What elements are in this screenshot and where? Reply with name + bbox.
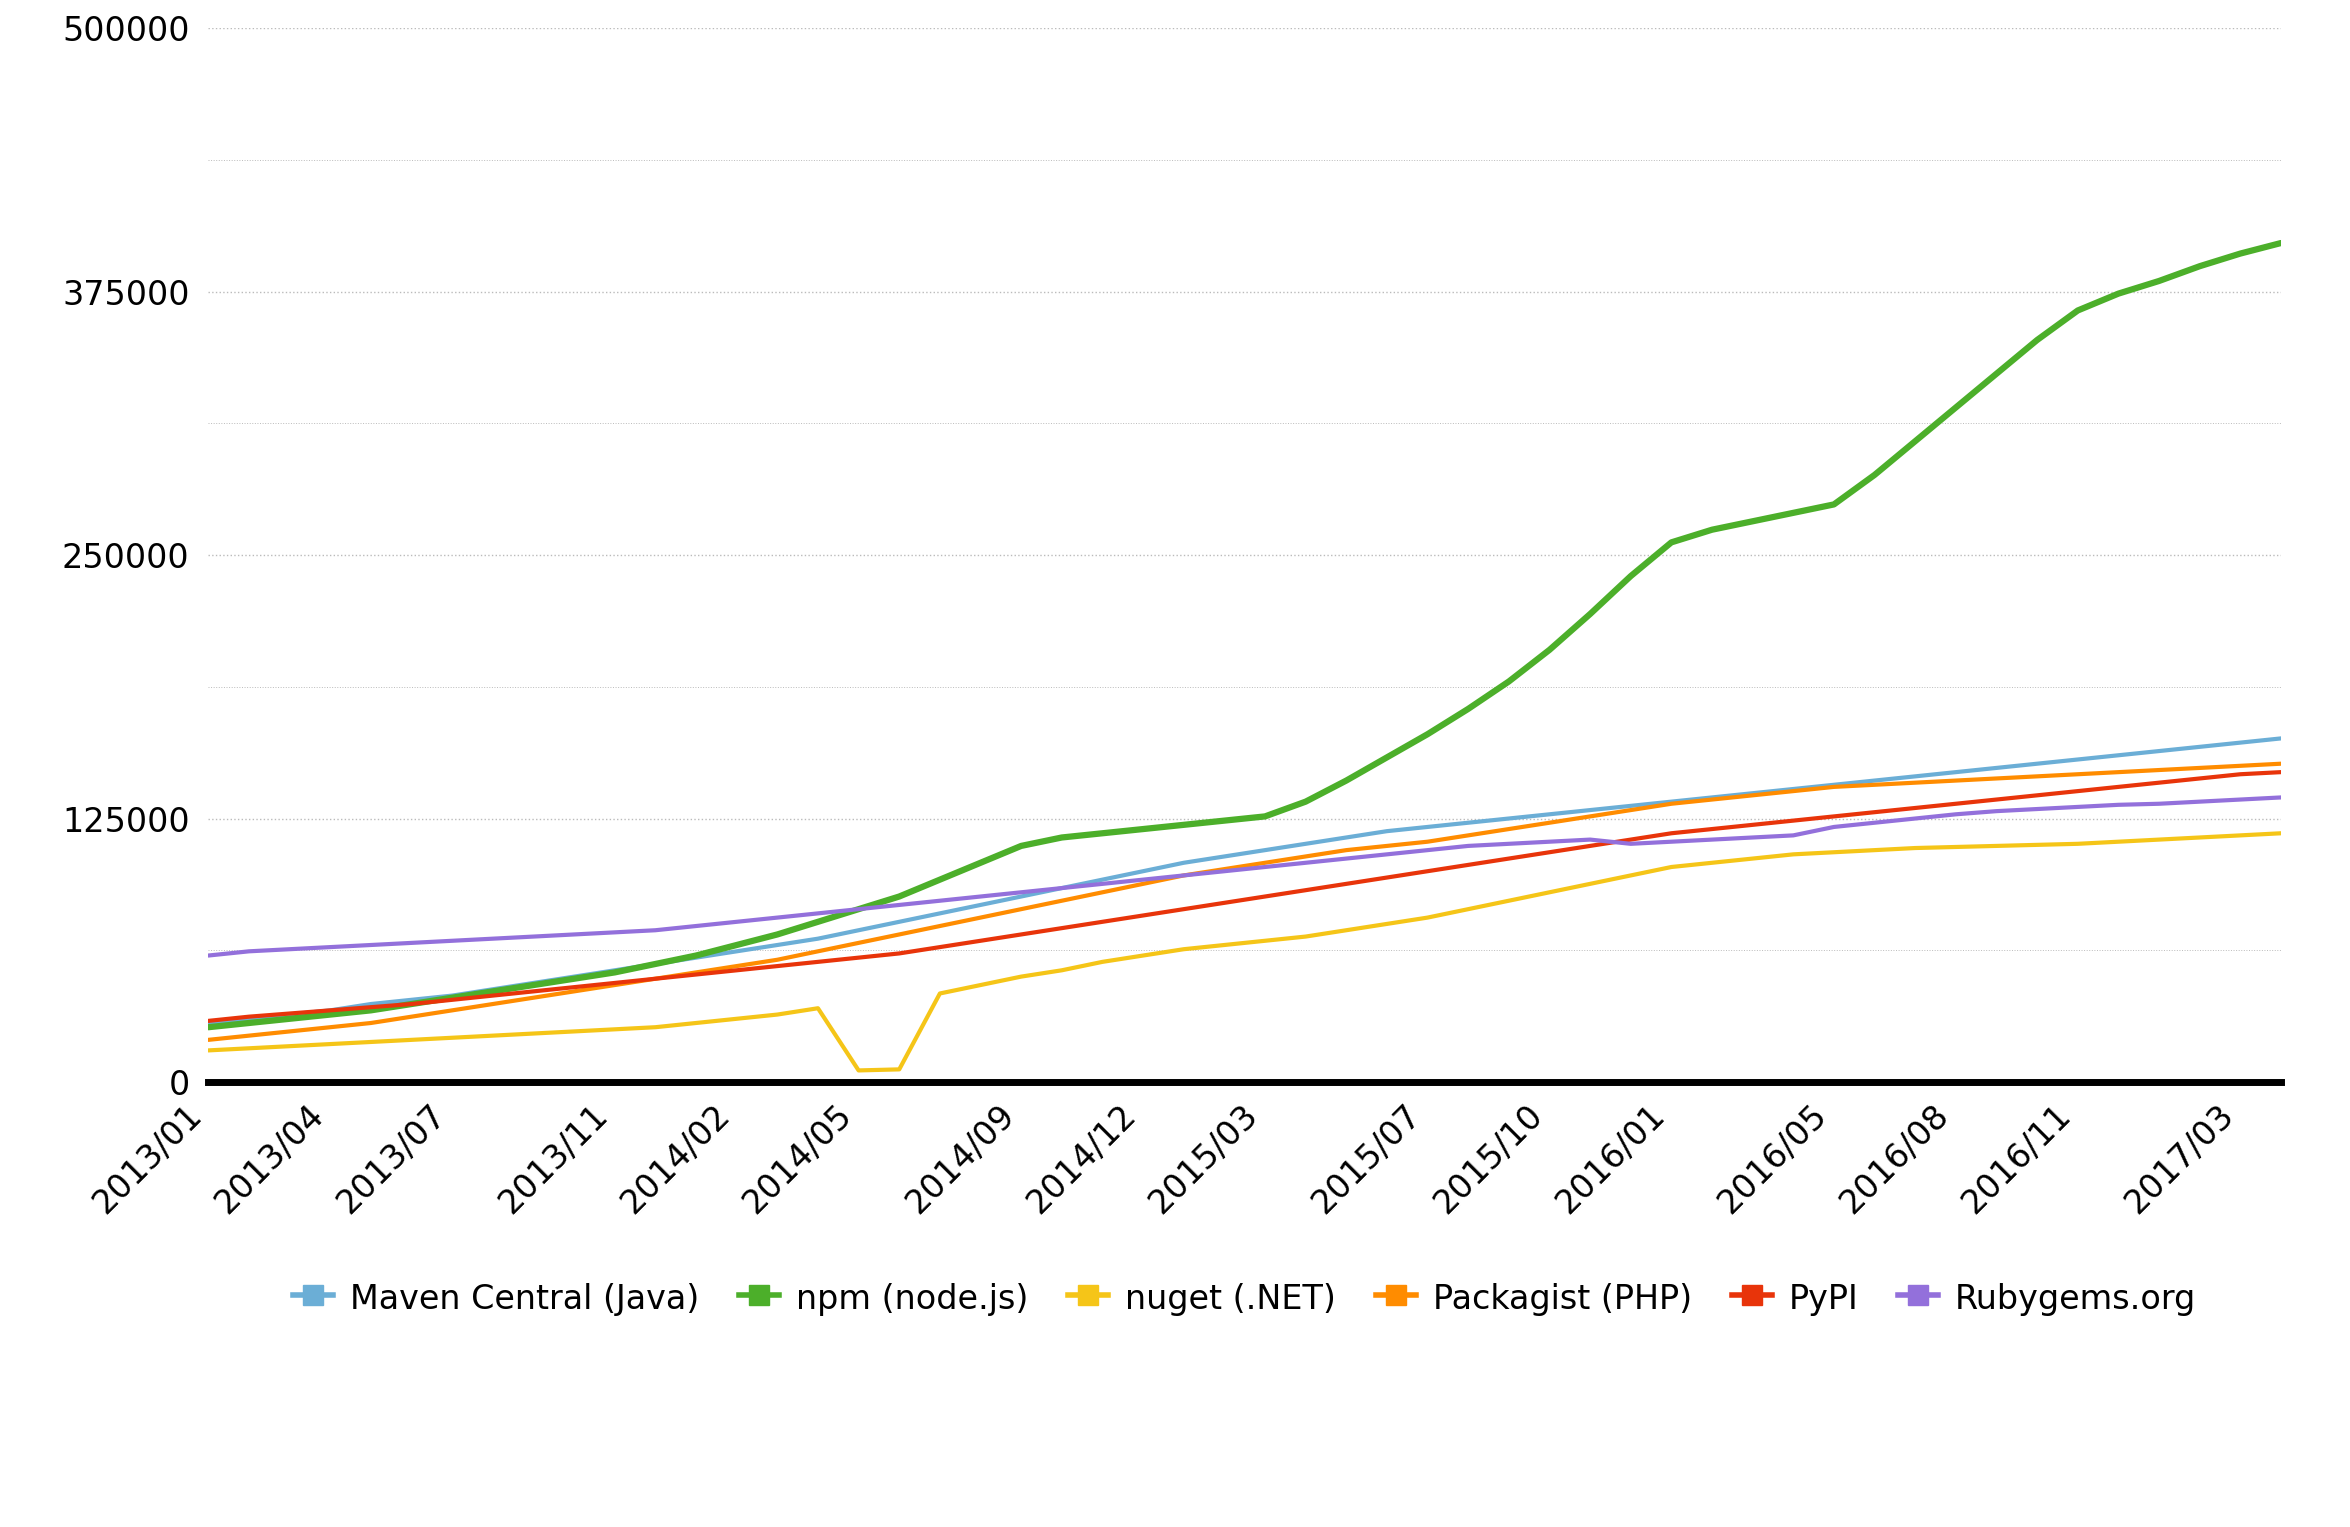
Legend: Maven Central (Java), npm (node.js), nuget (.NET), Packagist (PHP), PyPI, Rubyge: Maven Central (Java), npm (node.js), nug… <box>280 1269 2209 1328</box>
